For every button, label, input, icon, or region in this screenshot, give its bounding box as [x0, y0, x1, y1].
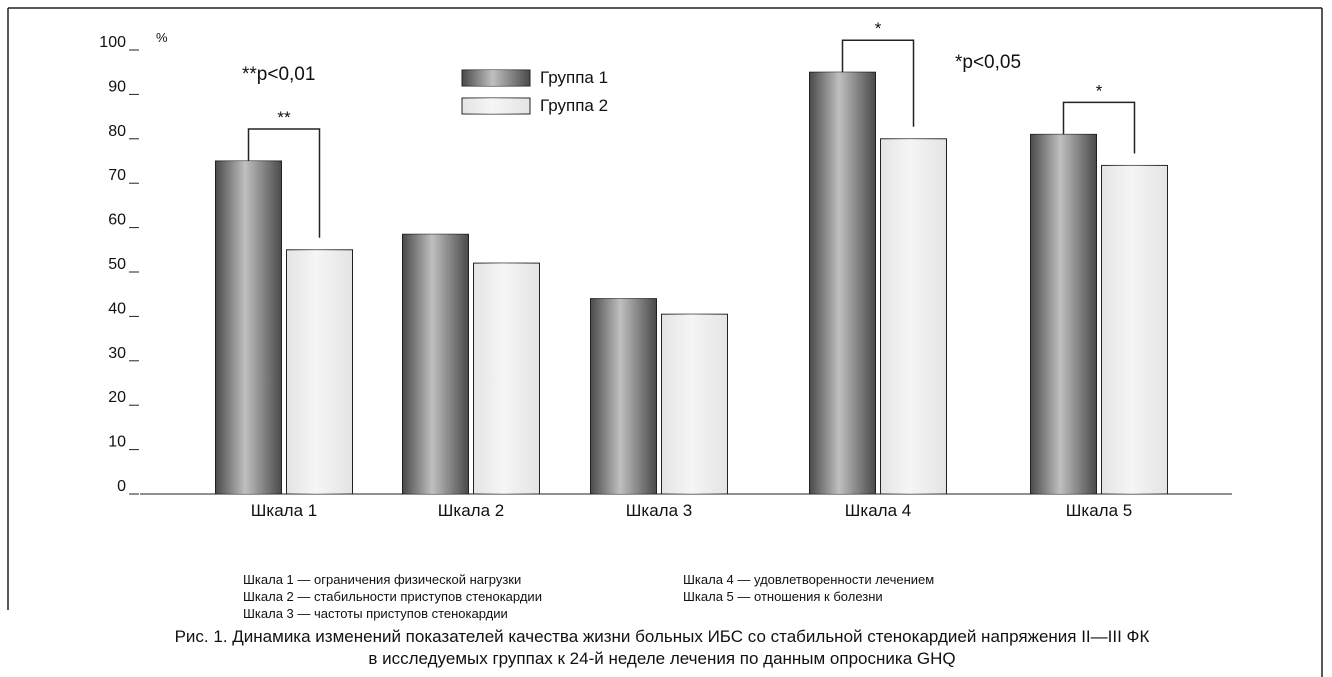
bar-shine	[880, 138, 947, 495]
bar-shine	[661, 314, 728, 494]
bar-shine	[473, 263, 540, 494]
significance-label: *	[875, 19, 882, 38]
legend-shine	[462, 70, 530, 86]
y-tick-label: 10	[108, 434, 126, 451]
caption: в исследуемых группах к 24-й неделе лече…	[368, 649, 955, 668]
y-tick-label: 60	[108, 212, 126, 229]
y-tick-label: 70	[108, 167, 126, 184]
significance-bracket	[841, 39, 915, 127]
legend-shine	[462, 98, 530, 114]
annotation: **p<0,01	[242, 64, 315, 85]
bar-shine	[590, 298, 657, 494]
significance-bracket	[247, 128, 321, 238]
y-tick-label: 80	[108, 123, 126, 140]
note: Шкала 5 — отношения к болезни	[683, 589, 883, 604]
note: Шкала 2 — стабильности приступов стенока…	[243, 589, 542, 604]
x-tick-label: Шкала 3	[626, 501, 692, 520]
caption: Рис. 1. Динамика изменений показателей к…	[175, 627, 1150, 646]
y-tick-label: 20	[108, 389, 126, 406]
y-unit: %	[156, 30, 168, 45]
y-tick-label: 0	[117, 478, 126, 495]
bar-shine	[1101, 165, 1168, 494]
note: Шкала 4 — удовлетворенности лечением	[683, 572, 934, 587]
y-tick-label: 100	[99, 34, 126, 51]
annotation: *p<0,05	[955, 52, 1021, 73]
x-tick-label: Шкала 1	[251, 501, 317, 520]
bar-shine	[286, 249, 353, 494]
y-tick-label: 50	[108, 256, 126, 273]
bar-shine	[1030, 134, 1097, 495]
note: Шкала 3 — частоты приступов стенокардии	[243, 606, 508, 621]
x-tick-label: Шкала 4	[845, 501, 911, 520]
bar-shine	[402, 234, 469, 494]
y-tick-label: 30	[108, 345, 126, 362]
bar-shine	[215, 161, 282, 494]
significance-label: *	[1096, 81, 1103, 100]
bar-shine	[809, 72, 876, 494]
legend-label: Группа 2	[540, 96, 608, 115]
significance-bracket	[1062, 101, 1136, 154]
legend-label: Группа 1	[540, 68, 608, 87]
x-tick-label: Шкала 5	[1066, 501, 1132, 520]
x-tick-label: Шкала 2	[438, 501, 504, 520]
y-tick-label: 40	[108, 300, 126, 317]
y-tick-label: 90	[108, 78, 126, 95]
significance-label: **	[277, 108, 291, 127]
note: Шкала 1 — ограничения физической нагрузк…	[243, 572, 521, 587]
